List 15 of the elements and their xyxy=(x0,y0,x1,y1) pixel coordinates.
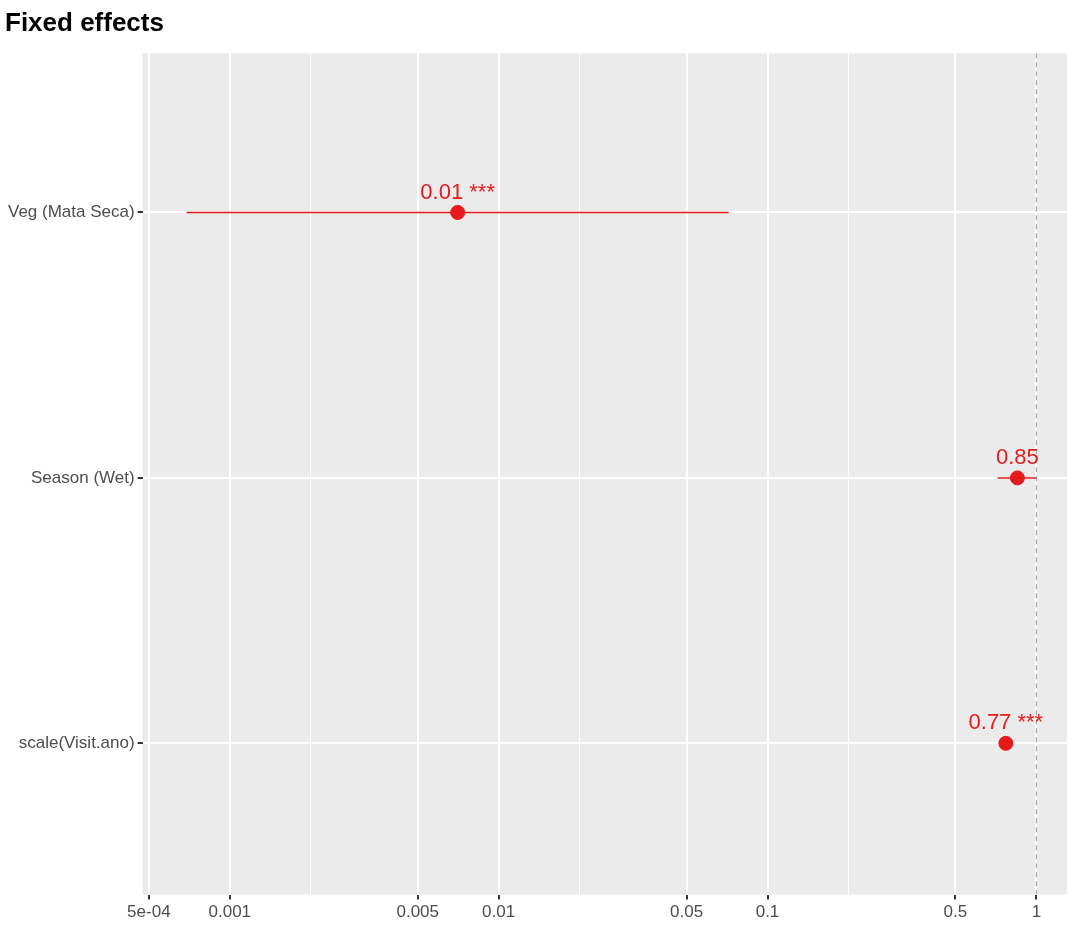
x-tick-label: 0.05 xyxy=(670,902,704,922)
x-tick-label: 0.5 xyxy=(943,902,968,922)
data-label: 0.01 *** xyxy=(420,178,496,204)
x-tick-label: 1 xyxy=(1031,902,1042,922)
data-label: 0.85 xyxy=(995,443,1039,469)
x-tick-label: 5e-04 xyxy=(127,902,171,922)
x-tick-label: 0.1 xyxy=(755,902,780,922)
y-tick-label: Veg (Mata Seca) xyxy=(8,202,135,222)
y-tick-label: Season (Wet) xyxy=(31,467,135,487)
y-tick-label: scale(Visit.ano) xyxy=(18,732,135,752)
chart-title: Fixed effects xyxy=(5,6,164,37)
data-label: 0.77 *** xyxy=(968,709,1044,735)
x-tick-label: 0.005 xyxy=(396,902,439,922)
x-tick-label: 0.01 xyxy=(482,902,516,922)
x-tick-label: 0.001 xyxy=(208,902,252,922)
